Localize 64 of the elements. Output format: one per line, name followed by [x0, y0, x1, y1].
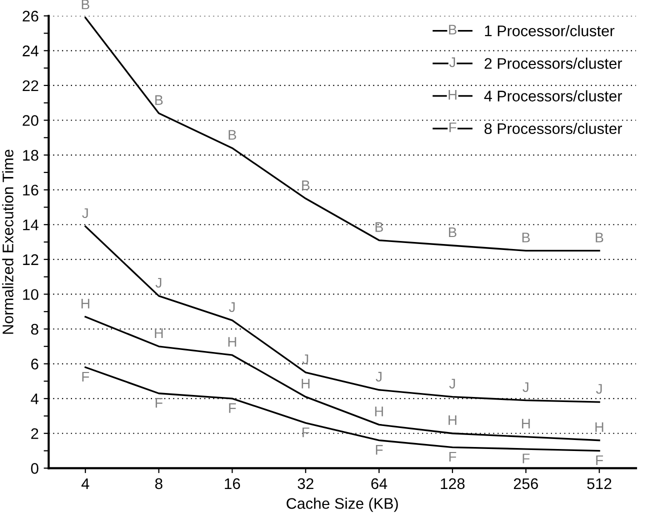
annotation: H	[448, 90, 456, 100]
annotation: H	[448, 415, 456, 425]
y-tick-label: 16	[23, 184, 38, 196]
annotation: B	[228, 130, 236, 140]
y-tick-label: 12	[23, 254, 38, 265]
annotation: F	[82, 372, 90, 382]
annotation: H	[375, 406, 383, 416]
x-axis-title: Cache Size (KB)	[286, 498, 398, 512]
annotation: B	[522, 232, 530, 242]
y-tick-label: 22	[22, 80, 38, 91]
x-tick-label: 512	[587, 478, 612, 490]
annotation: B	[376, 222, 383, 232]
y-tick-label: 26	[22, 10, 38, 22]
y-tick-label: 14	[23, 220, 39, 230]
y-tick-label: 2	[31, 428, 38, 439]
annotation: H	[522, 418, 530, 428]
x-tick-label: 16	[224, 478, 240, 490]
annotation: F	[596, 455, 603, 465]
annotation: B	[596, 232, 604, 242]
y-tick-label: 8	[31, 324, 38, 335]
annotation: B	[302, 180, 310, 190]
annotation: H	[154, 328, 163, 338]
annotation: J	[156, 278, 162, 288]
x-tick-label: 4	[81, 478, 90, 489]
annotation: J	[449, 378, 455, 389]
annotation: H	[302, 378, 310, 388]
annotation: H	[595, 422, 604, 432]
y-tick-label: 6	[31, 358, 38, 370]
annotation: F	[156, 398, 162, 408]
annotation: F	[449, 122, 456, 132]
y-tick-label: 20	[22, 115, 38, 126]
annotation: J	[449, 57, 456, 68]
x-tick-label: 64	[371, 478, 388, 490]
annotation: F	[302, 428, 310, 438]
annotation: J	[376, 372, 382, 382]
annotation: F	[449, 452, 456, 462]
x-tick-label: 256	[514, 478, 538, 490]
annotation: H	[228, 337, 236, 347]
y-tick-label: 10	[23, 289, 38, 300]
annotation: F	[522, 454, 530, 464]
annotation: H	[82, 298, 90, 308]
annotation: F	[229, 403, 236, 413]
legend-label: 2 Processors/cluster	[484, 58, 622, 69]
x-tick-label: 8	[155, 478, 162, 490]
annotation: B	[449, 24, 456, 34]
x-tick-label: 32	[298, 478, 314, 490]
annotation: B	[155, 95, 163, 105]
y-tick-label: 0	[31, 463, 38, 474]
legend-label: 4 Processors/cluster	[484, 90, 622, 102]
annotation: J	[522, 382, 528, 392]
legend-label: 8 Processors/cluster	[484, 122, 622, 134]
y-tick-label: 4	[30, 394, 39, 404]
annotation: J	[228, 302, 235, 312]
annotation: J	[302, 354, 308, 364]
annotation: J	[82, 208, 88, 218]
y-tick-label: 24	[22, 46, 39, 56]
annotation: B	[82, 0, 90, 10]
x-tick-label: 128	[440, 478, 465, 490]
annotation: J	[596, 384, 602, 394]
annotation: B	[448, 228, 456, 238]
annotation: F	[376, 445, 383, 455]
legend-label: 1 Processor/cluster	[485, 25, 614, 36]
y-axis-title: Normalized Execution Time	[2, 150, 14, 334]
y-tick-label: 18	[23, 150, 38, 161]
